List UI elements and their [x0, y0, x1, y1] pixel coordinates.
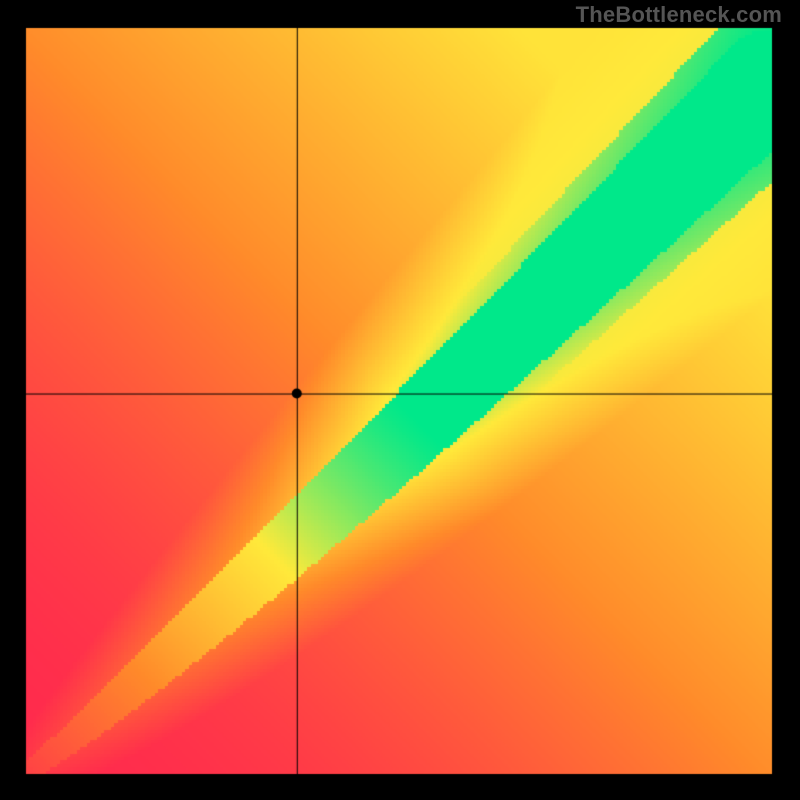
watermark-text: TheBottleneck.com: [576, 2, 782, 28]
bottleneck-heatmap-canvas: [0, 0, 800, 800]
chart-container: TheBottleneck.com: [0, 0, 800, 800]
